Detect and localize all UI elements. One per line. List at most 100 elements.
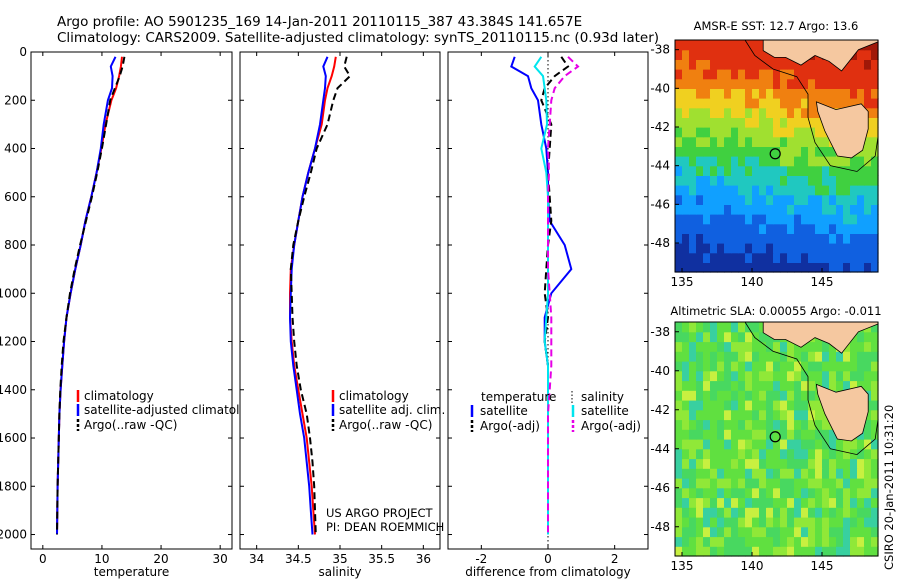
grid-cell [850, 252, 858, 263]
y-tick-label: 800 [4, 238, 27, 252]
grid-cell [787, 78, 795, 89]
grid-cell [710, 117, 718, 128]
grid-cell [822, 497, 830, 508]
grid-cell [710, 107, 718, 118]
grid-cell [682, 487, 690, 499]
grid-cell [731, 370, 739, 382]
grid-cell [738, 78, 746, 89]
grid-cell [773, 380, 781, 391]
grid-cell [815, 546, 823, 557]
grid-cell [682, 252, 690, 263]
grid-cell [745, 214, 753, 225]
grid-cell [871, 233, 879, 244]
grid-cell [864, 536, 872, 547]
grid-cell [696, 136, 704, 147]
grid-cell [843, 468, 851, 479]
grid-cell [717, 439, 725, 450]
grid-cell [794, 252, 802, 263]
grid-cell [724, 49, 732, 60]
grid-cell [738, 409, 746, 421]
grid-cell [857, 252, 865, 263]
grid-cell [801, 517, 809, 528]
grid-cell [857, 439, 865, 450]
grid-cell [703, 59, 711, 70]
grid-cell [675, 517, 683, 528]
grid-cell [780, 175, 788, 186]
grid-cell [780, 439, 788, 450]
grid-cell [689, 497, 697, 508]
grid-cell [780, 390, 788, 401]
shelf-contour-line [744, 321, 879, 456]
grid-cell [773, 223, 781, 234]
grid-cell [815, 194, 823, 205]
grid-cell [724, 69, 732, 80]
grid-cell [808, 185, 816, 196]
grid-cell [731, 468, 739, 479]
grid-cell [850, 517, 858, 528]
grid-cell [822, 487, 830, 499]
grid-cell [864, 468, 872, 479]
grid-cell [703, 370, 711, 382]
grid-cell [850, 507, 858, 518]
grid-cell [815, 536, 823, 547]
grid-cell [822, 146, 830, 157]
grid-cell [794, 127, 802, 138]
grid-cell [745, 546, 753, 557]
grid-cell [752, 468, 760, 479]
grid-cell [724, 546, 732, 557]
grid-cell [794, 175, 802, 186]
grid-cell [780, 214, 788, 225]
grid-cell [864, 98, 872, 109]
grid-cell [787, 165, 795, 176]
grid-cell [745, 78, 753, 89]
grid-cell [759, 380, 767, 391]
grid-cell [794, 409, 802, 421]
grid-cell [794, 517, 802, 528]
grid-cell [682, 49, 690, 60]
grid-cell [703, 361, 711, 372]
grid-cell [731, 341, 739, 352]
grid-cell [822, 351, 830, 362]
grid-cell [829, 98, 837, 109]
grid-cell [794, 370, 802, 382]
grid-cell [773, 262, 781, 273]
grid-cell [710, 517, 718, 528]
grid-cell [717, 165, 725, 176]
grid-cell [745, 331, 753, 343]
grid-cell [843, 351, 851, 362]
grid-cell [731, 243, 739, 254]
legend-label: Argo(..raw -QC) [84, 418, 177, 432]
grid-cell [703, 331, 711, 343]
grid-cell [801, 204, 809, 215]
grid-cell [738, 214, 746, 225]
grid-cell [682, 341, 690, 352]
grid-cell [752, 243, 760, 254]
grid-cell [801, 439, 809, 450]
grid-cell [836, 88, 844, 99]
grid-cell [801, 409, 809, 421]
grid-cell [703, 409, 711, 421]
grid-cell [780, 546, 788, 557]
grid-cell [759, 98, 767, 109]
grid-cell [731, 88, 739, 99]
grid-cell [738, 49, 746, 60]
grid-cell [710, 546, 718, 557]
grid-cell [689, 351, 697, 362]
y-tick-label: -48 [650, 520, 670, 534]
grid-cell [843, 156, 851, 167]
grid-cell [829, 351, 837, 362]
grid-cell [682, 185, 690, 196]
grid-cell [871, 468, 879, 479]
grid-cell [689, 370, 697, 382]
grid-cell [724, 204, 732, 215]
grid-cell [829, 88, 837, 99]
grid-cell [815, 361, 823, 372]
grid-cell [857, 331, 865, 343]
grid-cell [738, 262, 746, 273]
grid-cell [738, 370, 746, 382]
grid-cell [773, 400, 781, 411]
grid-cell [780, 448, 788, 460]
grid-cell [682, 448, 690, 460]
grid-cell [675, 409, 683, 421]
grid-cell [829, 185, 837, 196]
